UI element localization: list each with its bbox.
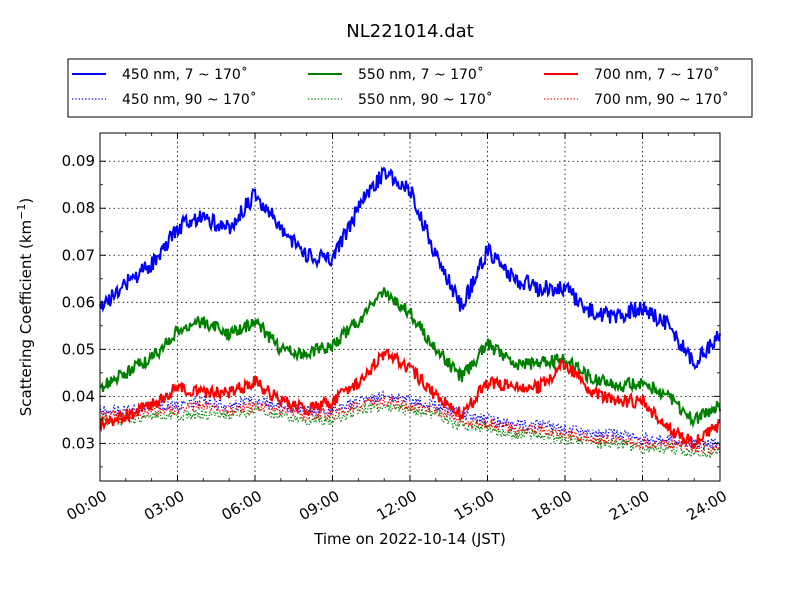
y-axis-label-main: Scattering Coefficient (km: [17, 220, 35, 416]
x-tick-label: 12:00: [374, 487, 420, 524]
plot-frame: [99, 132, 721, 482]
x-tick-label: 18:00: [529, 487, 575, 524]
series-line: [99, 402, 721, 459]
y-tick-label: 0.03: [62, 434, 95, 452]
y-tick-label: 0.09: [62, 152, 95, 170]
y-tick-label: 0.07: [62, 246, 95, 264]
x-tick-label: 24:00: [684, 487, 730, 524]
legend-entry-label: 550 nm, 7 ~ 170˚: [358, 66, 484, 83]
y-axis-label-superscript: −1: [15, 204, 28, 220]
y-axis-label: Scattering Coefficient (km−1): [15, 198, 35, 417]
x-tick-label: 06:00: [219, 487, 265, 524]
y-tick-label: 0.08: [62, 199, 95, 217]
x-tick-label: 15:00: [451, 487, 497, 524]
legend: 450 nm, 7 ~ 170˚ 450 nm, 90 ~ 170˚ 550 nm,…: [67, 58, 753, 118]
legend-entry-label: 700 nm, 90 ~ 170˚: [594, 91, 729, 108]
y-tick-label: 0.06: [62, 293, 95, 311]
grid: [99, 133, 721, 481]
series-line: [99, 287, 721, 429]
legend-entry-label: 550 nm, 90 ~ 170˚: [358, 91, 493, 108]
x-tick-label: 00:00: [64, 487, 110, 524]
x-axis-label: Time on 2022-10-14 (JST): [313, 530, 506, 548]
series-line: [99, 348, 721, 450]
series-line: [99, 166, 721, 371]
ticks: 00:00 03:00 06:00 09:00 12:00 15:00 18:00 21:00…: [62, 133, 730, 524]
series-line: [99, 390, 721, 450]
x-tick-label: 21:00: [606, 487, 652, 524]
x-tick-label: 03:00: [141, 487, 187, 524]
y-axis-label-close: ): [17, 198, 35, 204]
legend-entry-label: 450 nm, 7 ~ 170˚: [122, 66, 248, 83]
series-line: [99, 395, 721, 456]
series-layer: [99, 166, 721, 459]
y-tick-label: 0.05: [62, 340, 95, 358]
legend-box: [67, 58, 753, 118]
y-tick-label: 0.04: [62, 387, 95, 405]
legend-entry-label: 700 nm, 7 ~ 170˚: [594, 66, 720, 83]
x-tick-label: 09:00: [296, 487, 342, 524]
legend-entry-label: 450 nm, 90 ~ 170˚: [122, 91, 257, 108]
chart-title: NL221014.dat: [346, 21, 473, 42]
